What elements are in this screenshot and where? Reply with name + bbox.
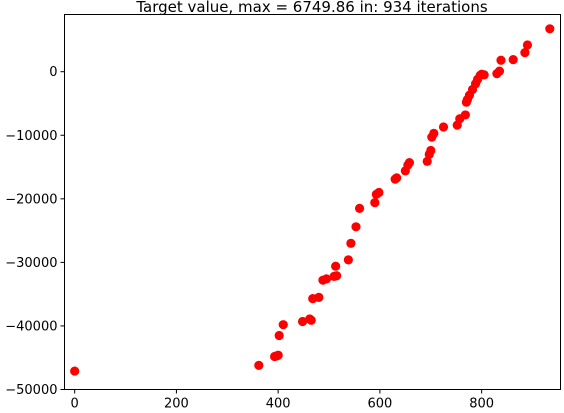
data-point: [354, 203, 365, 213]
data-point: [306, 315, 316, 325]
data-point: [374, 187, 384, 198]
data-point: [351, 222, 361, 232]
data-point: [545, 24, 555, 34]
y-tick-label: −20000: [5, 192, 57, 207]
data-point: [273, 350, 283, 360]
data-point: [297, 316, 308, 327]
data-point: [314, 292, 324, 302]
y-tick-label: 0: [49, 65, 57, 80]
data-point: [460, 110, 470, 120]
y-axis: −50000 −40000 −30000 −20000 −10000 0: [5, 65, 65, 398]
data-point: [331, 261, 341, 271]
data-point: [332, 271, 342, 281]
data-point: [496, 55, 506, 65]
data-point: [426, 145, 436, 156]
data-point: [422, 156, 432, 166]
x-tick-label: 600: [367, 397, 392, 412]
data-point: [404, 157, 415, 168]
data-point: [321, 274, 332, 284]
data-point: [520, 48, 530, 58]
data-point: [429, 128, 439, 138]
x-tick-label: 400: [266, 397, 291, 412]
data-points: [70, 24, 555, 376]
data-point: [494, 66, 505, 76]
x-tick-label: 800: [469, 397, 494, 412]
data-point: [479, 70, 489, 80]
data-point: [254, 360, 264, 370]
data-point: [343, 255, 353, 265]
x-tick-label: 200: [164, 397, 189, 412]
y-tick-label: −40000: [5, 319, 57, 334]
data-point: [522, 40, 533, 50]
chart-title: Target value, max = 6749.86 in: 934 iter…: [135, 0, 488, 16]
data-point: [274, 330, 284, 341]
y-tick-label: −50000: [5, 383, 57, 398]
x-tick-label: 0: [71, 397, 79, 412]
data-point: [438, 122, 449, 132]
x-axis: 0 200 400 600 800: [71, 389, 494, 412]
data-point: [370, 198, 380, 208]
data-point: [278, 320, 288, 330]
data-point: [70, 366, 80, 376]
data-point: [392, 173, 402, 183]
data-point: [508, 55, 518, 65]
y-tick-label: −10000: [5, 129, 57, 144]
y-tick-label: −30000: [5, 256, 57, 271]
data-point: [346, 238, 356, 248]
